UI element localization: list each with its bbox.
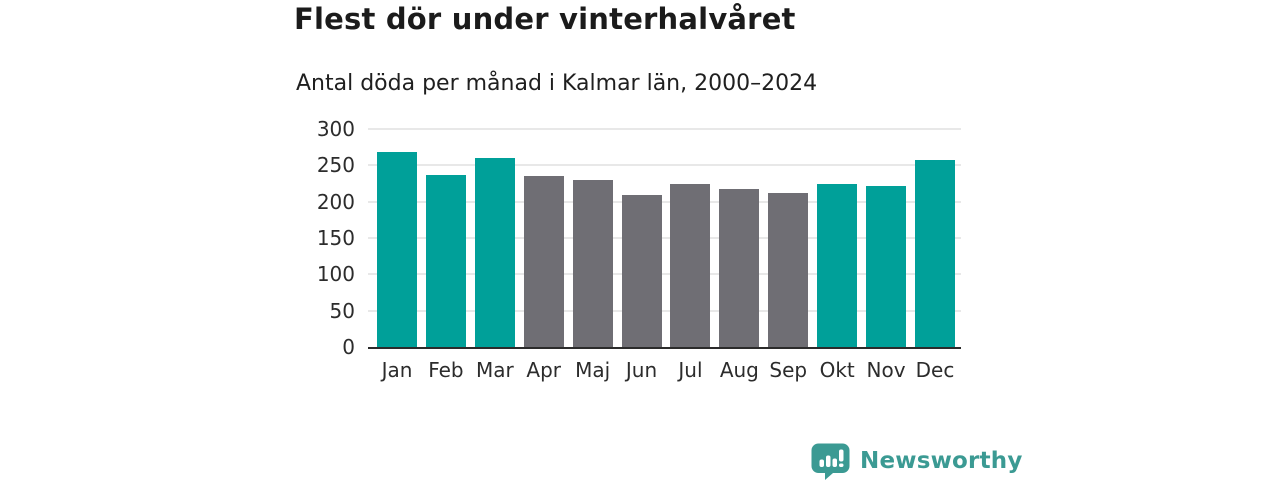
x-tick-label-jul: Jul: [678, 358, 703, 382]
y-tick-label: 250: [316, 153, 355, 178]
gridline: [368, 200, 961, 203]
bar-jun: [621, 195, 662, 347]
chart-title: Flest dör under vinterhalvåret: [294, 2, 796, 36]
y-tick-label: 50: [329, 298, 355, 323]
x-tick-label-dec: Dec: [915, 358, 955, 382]
x-tick-label-mar: Mar: [475, 358, 514, 382]
y-tick-label: 0: [342, 335, 355, 359]
gridline: [368, 164, 961, 167]
bar-cell-jul: Jul: [670, 129, 711, 382]
y-tick-label: 150: [316, 226, 355, 250]
bar-cell-feb: Feb: [425, 129, 466, 382]
bar-cell-okt: Okt: [817, 129, 858, 382]
y-tick-label: 100: [316, 262, 355, 287]
bar-maj: [572, 179, 613, 347]
bar-cell-jan: Jan: [377, 129, 417, 382]
bar-cell-jun: Jun: [621, 129, 662, 382]
x-tick-label-jun: Jun: [625, 358, 658, 382]
bar-nov: [866, 185, 907, 347]
bar-cell-nov: Nov: [866, 129, 907, 382]
newsworthy-logo: Newsworthy: [810, 442, 1023, 480]
gridline: [368, 237, 961, 239]
gridline: [368, 128, 961, 130]
bar-jul: [670, 183, 711, 347]
bar-cell-dec: Dec: [914, 129, 955, 382]
y-tick-label: 200: [316, 189, 355, 214]
bar-apr: [523, 176, 564, 347]
bars: Jan Feb Mar Apr Maj Jun Jul Aug Sep Okt Nov Dec: [368, 129, 961, 382]
newsworthy-logo-text: Newsworthy: [860, 448, 1023, 474]
bar-cell-sep: Sep: [768, 129, 809, 382]
bar-cell-apr: Apr: [523, 129, 564, 382]
gridline: [368, 273, 961, 276]
bar-mar: [474, 158, 515, 347]
y-axis: 0 50 100 150 200 250 300: [280, 119, 355, 357]
bar-okt: [817, 183, 858, 347]
y-tick-label: 300: [316, 117, 355, 141]
bar-dec: [914, 160, 955, 347]
chart-subtitle: Antal döda per månad i Kalmar län, 2000–…: [296, 71, 818, 96]
bar-cell-aug: Aug: [719, 129, 760, 382]
x-tick-label-maj: Maj: [575, 358, 611, 382]
bar-cell-maj: Maj: [572, 129, 613, 382]
x-tick-label-okt: Okt: [819, 358, 855, 382]
newsworthy-bubble-chart-icon: [811, 443, 850, 480]
bar-jan: [377, 152, 417, 347]
x-tick-label-sep: Sep: [769, 358, 808, 382]
x-tick-label-jan: Jan: [381, 358, 413, 382]
x-tick-label-apr: Apr: [526, 358, 562, 382]
x-tick-label-feb: Feb: [428, 358, 464, 382]
x-tick-label-nov: Nov: [866, 358, 906, 382]
bar-aug: [719, 189, 760, 347]
plot-area: Jan Feb Mar Apr Maj Jun Jul Aug Sep Okt Nov Dec: [368, 128, 961, 382]
bar-cell-mar: Mar: [474, 129, 515, 382]
x-tick-label-aug: Aug: [719, 358, 759, 382]
bar-sep: [768, 192, 809, 347]
gridline: [368, 309, 961, 312]
bar-feb: [425, 174, 466, 347]
